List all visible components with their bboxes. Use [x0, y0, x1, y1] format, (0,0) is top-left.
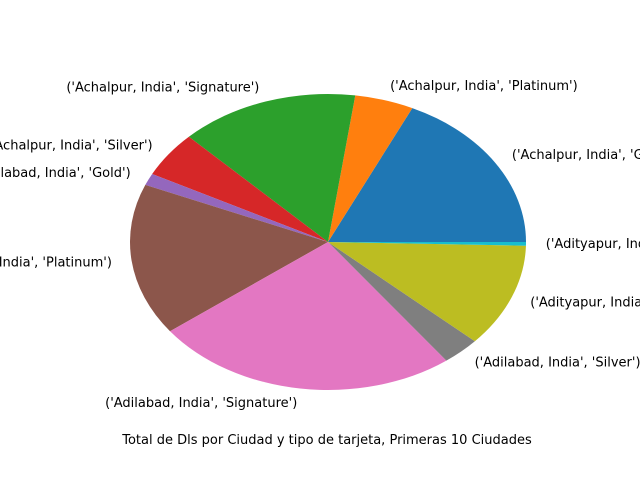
pie-slice-label: ('Adityapur, India', 'Gold'): [530, 295, 640, 310]
pie-slice-label: ('Adilabad, India', 'Signature'): [105, 396, 297, 411]
pie-labels: ('Achalpur, India', 'Gold') ('Achalpur, I…: [0, 79, 640, 411]
pie-slice: [328, 242, 526, 246]
pie-slice: [188, 94, 356, 243]
pie-slice-label: ('Adilabad, India', 'Gold'): [0, 166, 131, 181]
pie-slice: [145, 173, 328, 242]
pie-slice: [152, 136, 328, 242]
pie-slice-label: ('Adilabad, India', 'Platinum'): [0, 255, 112, 270]
pie-slice: [328, 242, 526, 342]
pie-slice-label: ('Adityapur, India', 'Platinum'): [546, 237, 640, 252]
pie-slice: [328, 242, 475, 361]
pie-slice: [328, 95, 413, 242]
pie-slice: [328, 108, 526, 242]
x-axis-label: Total de Dls por Ciudad y tipo de tarjet…: [121, 433, 532, 448]
pie-slice: [129, 184, 328, 332]
pie-slices: [129, 94, 526, 391]
pie-slice-label: ('Achalpur, India', 'Silver'): [0, 138, 153, 153]
pie-slice-label: ('Adilabad, India', 'Silver'): [475, 355, 640, 370]
pie-slice: [170, 242, 447, 391]
pie-slice-label: ('Achalpur, India', 'Gold'): [512, 148, 640, 163]
pie-slice-label: ('Achalpur, India', 'Signature'): [66, 80, 259, 95]
pie-slice-label: ('Achalpur, India', 'Platinum'): [390, 79, 578, 94]
